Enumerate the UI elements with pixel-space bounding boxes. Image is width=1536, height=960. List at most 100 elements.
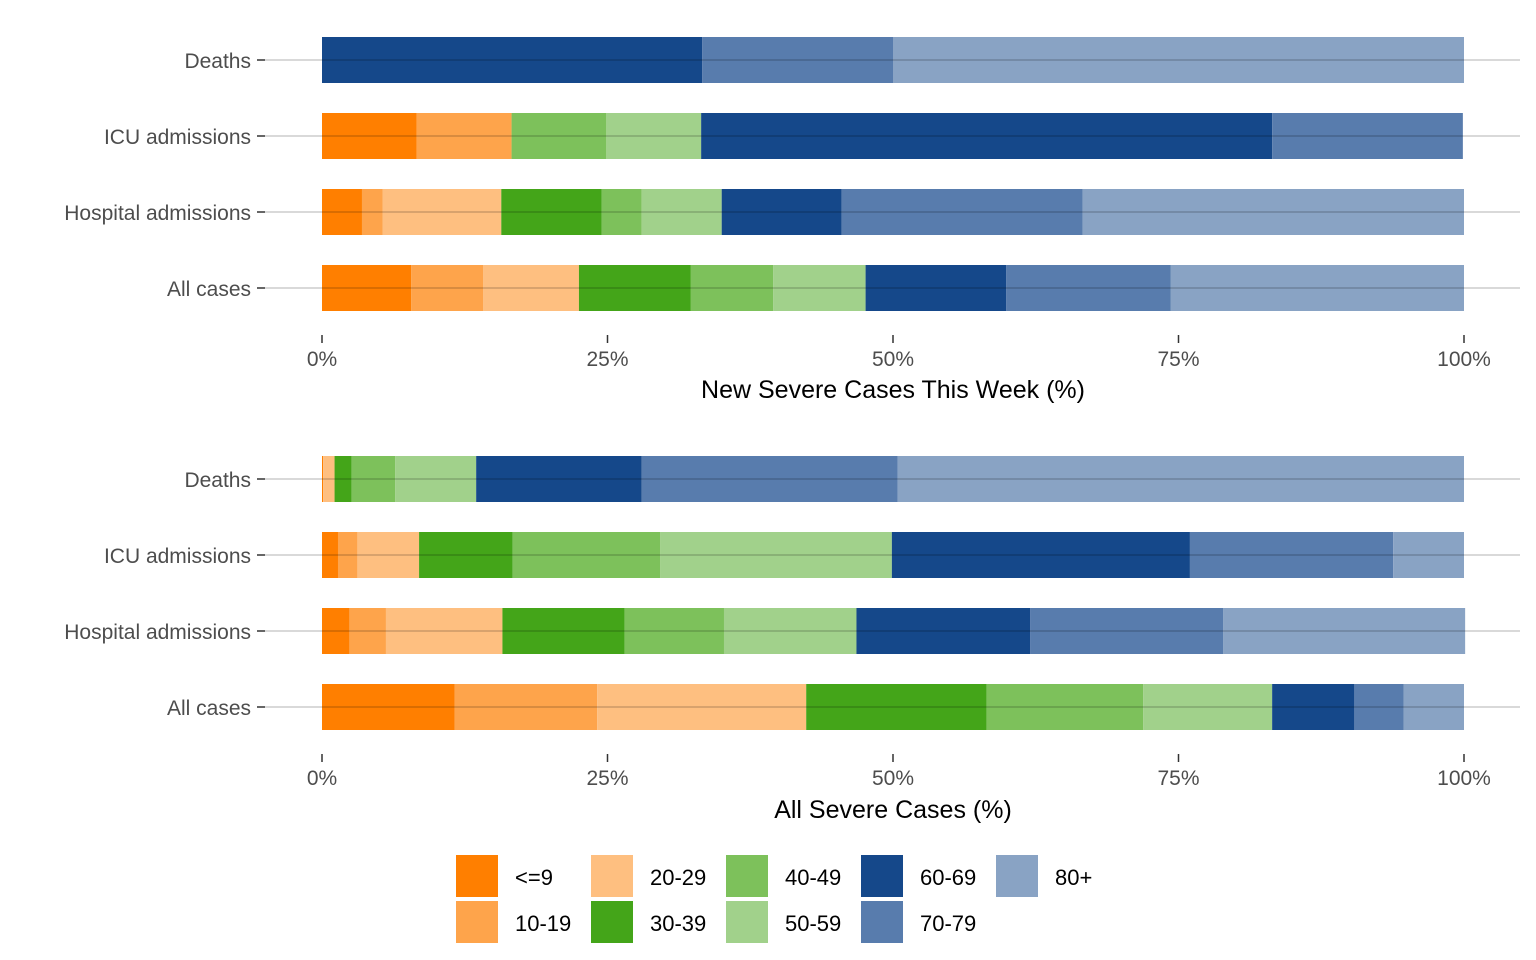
bar-segment-60-69 <box>856 608 1031 654</box>
x-tick-label: 25% <box>586 767 628 790</box>
y-tick-label: Deaths <box>184 50 251 73</box>
x-tick-label: 0% <box>307 348 337 371</box>
x-tick-label: 100% <box>1437 348 1491 371</box>
y-tick-label: Deaths <box>184 469 251 492</box>
x-tick-label: 50% <box>872 767 914 790</box>
legend-swatch <box>456 901 498 943</box>
x-tick-label: 75% <box>1157 767 1199 790</box>
bar-segment-40-49 <box>986 684 1144 730</box>
bar-segment-40-49 <box>601 189 642 235</box>
bar-segment-50-59 <box>773 265 866 311</box>
legend-label: 60-69 <box>920 865 976 890</box>
bar-segment-80+ <box>897 456 1464 502</box>
bar-segment-40-49 <box>351 456 396 502</box>
bar-segment-60-69 <box>865 265 1007 311</box>
y-tick-label: ICU admissions <box>104 545 251 568</box>
bar-segment-70-79 <box>1030 608 1224 654</box>
bar-segment-30-39 <box>501 189 602 235</box>
bar-segment-20-29 <box>323 456 335 502</box>
bar-segment-60-69 <box>1272 684 1355 730</box>
bar-segment-30-39 <box>334 456 352 502</box>
bar-segment-60-69 <box>891 532 1190 578</box>
bar-segment-20-29 <box>385 608 503 654</box>
y-tick-label: All cases <box>167 278 251 301</box>
bar-segment-10-19 <box>361 189 383 235</box>
bar-segment-30-39 <box>419 532 513 578</box>
bar-segment-70-79 <box>1189 532 1394 578</box>
bar-segment-40-49 <box>624 608 724 654</box>
bar-segment-30-39 <box>578 265 691 311</box>
legend-label: 70-79 <box>920 911 976 936</box>
legend-label: 80+ <box>1055 865 1092 890</box>
bar-segment-70-79 <box>841 189 1083 235</box>
bar-segment-80+ <box>1082 189 1464 235</box>
x-axis-title: All Severe Cases (%) <box>774 796 1012 824</box>
bar-segment-70-79 <box>702 37 893 83</box>
legend-swatch <box>726 901 768 943</box>
legend-label: 10-19 <box>515 911 571 936</box>
y-tick-label: ICU admissions <box>104 126 251 149</box>
bar-segment-50-59 <box>723 608 857 654</box>
bar-segment-<=9 <box>322 189 362 235</box>
bar-segment-80+ <box>1170 265 1464 311</box>
bar-segment-20-29 <box>357 532 420 578</box>
bar-segment-<=9 <box>322 532 338 578</box>
legend-label: 50-59 <box>785 911 841 936</box>
legend-swatch <box>591 855 633 897</box>
x-tick-label: 75% <box>1157 348 1199 371</box>
y-tick-label: Hospital admissions <box>64 621 251 644</box>
bar-segment-50-59 <box>641 189 722 235</box>
bar-segment-70-79 <box>1006 265 1171 311</box>
bar-segment-20-29 <box>597 684 807 730</box>
bar-segment-50-59 <box>1143 684 1273 730</box>
bar-segment-50-59 <box>606 113 702 159</box>
bar-segment-60-69 <box>721 189 842 235</box>
y-tick-label: Hospital admissions <box>64 202 251 225</box>
bar-segment-40-49 <box>512 532 661 578</box>
bar-segment-80+ <box>1403 684 1464 730</box>
legend-swatch <box>591 901 633 943</box>
legend-label: 40-49 <box>785 865 841 890</box>
bar-segment-10-19 <box>416 113 512 159</box>
bar-segment-60-69 <box>322 37 703 83</box>
bar-segment-<=9 <box>322 265 412 311</box>
bar-segment-30-39 <box>806 684 987 730</box>
bar-segment-<=9 <box>322 456 324 502</box>
legend-label: 30-39 <box>650 911 706 936</box>
legend-swatch <box>861 855 903 897</box>
bar-segment-40-49 <box>690 265 774 311</box>
bar-segment-<=9 <box>322 113 417 159</box>
x-tick-label: 0% <box>307 767 337 790</box>
bar-segment-30-39 <box>502 608 625 654</box>
bar-segment-70-79 <box>641 456 898 502</box>
legend-label: <=9 <box>515 865 553 890</box>
bar-segment-50-59 <box>660 532 892 578</box>
bar-segment-10-19 <box>454 684 598 730</box>
bar-segment-10-19 <box>349 608 386 654</box>
bar-segment-70-79 <box>1354 684 1404 730</box>
bar-segment-80+ <box>1393 532 1464 578</box>
y-tick-label: All cases <box>167 697 251 720</box>
bar-segment-<=9 <box>322 684 455 730</box>
bar-segment-10-19 <box>337 532 358 578</box>
legend-swatch <box>726 855 768 897</box>
bar-segment-<=9 <box>322 608 350 654</box>
bar-segment-80+ <box>893 37 1464 83</box>
bar-segment-20-29 <box>382 189 502 235</box>
bar-segment-20-29 <box>483 265 579 311</box>
bar-segment-60-69 <box>476 456 642 502</box>
bar-segment-70-79 <box>1272 113 1463 159</box>
x-tick-label: 50% <box>872 348 914 371</box>
legend-swatch <box>861 901 903 943</box>
bar-segment-40-49 <box>511 113 607 159</box>
bar-segment-10-19 <box>411 265 484 311</box>
x-tick-label: 25% <box>586 348 628 371</box>
x-tick-label: 100% <box>1437 767 1491 790</box>
bar-segment-80+ <box>1223 608 1466 654</box>
bar-segment-60-69 <box>701 113 1273 159</box>
bar-segment-50-59 <box>395 456 477 502</box>
legend-swatch <box>456 855 498 897</box>
legend-label: 20-29 <box>650 865 706 890</box>
x-axis-title: New Severe Cases This Week (%) <box>701 376 1085 404</box>
